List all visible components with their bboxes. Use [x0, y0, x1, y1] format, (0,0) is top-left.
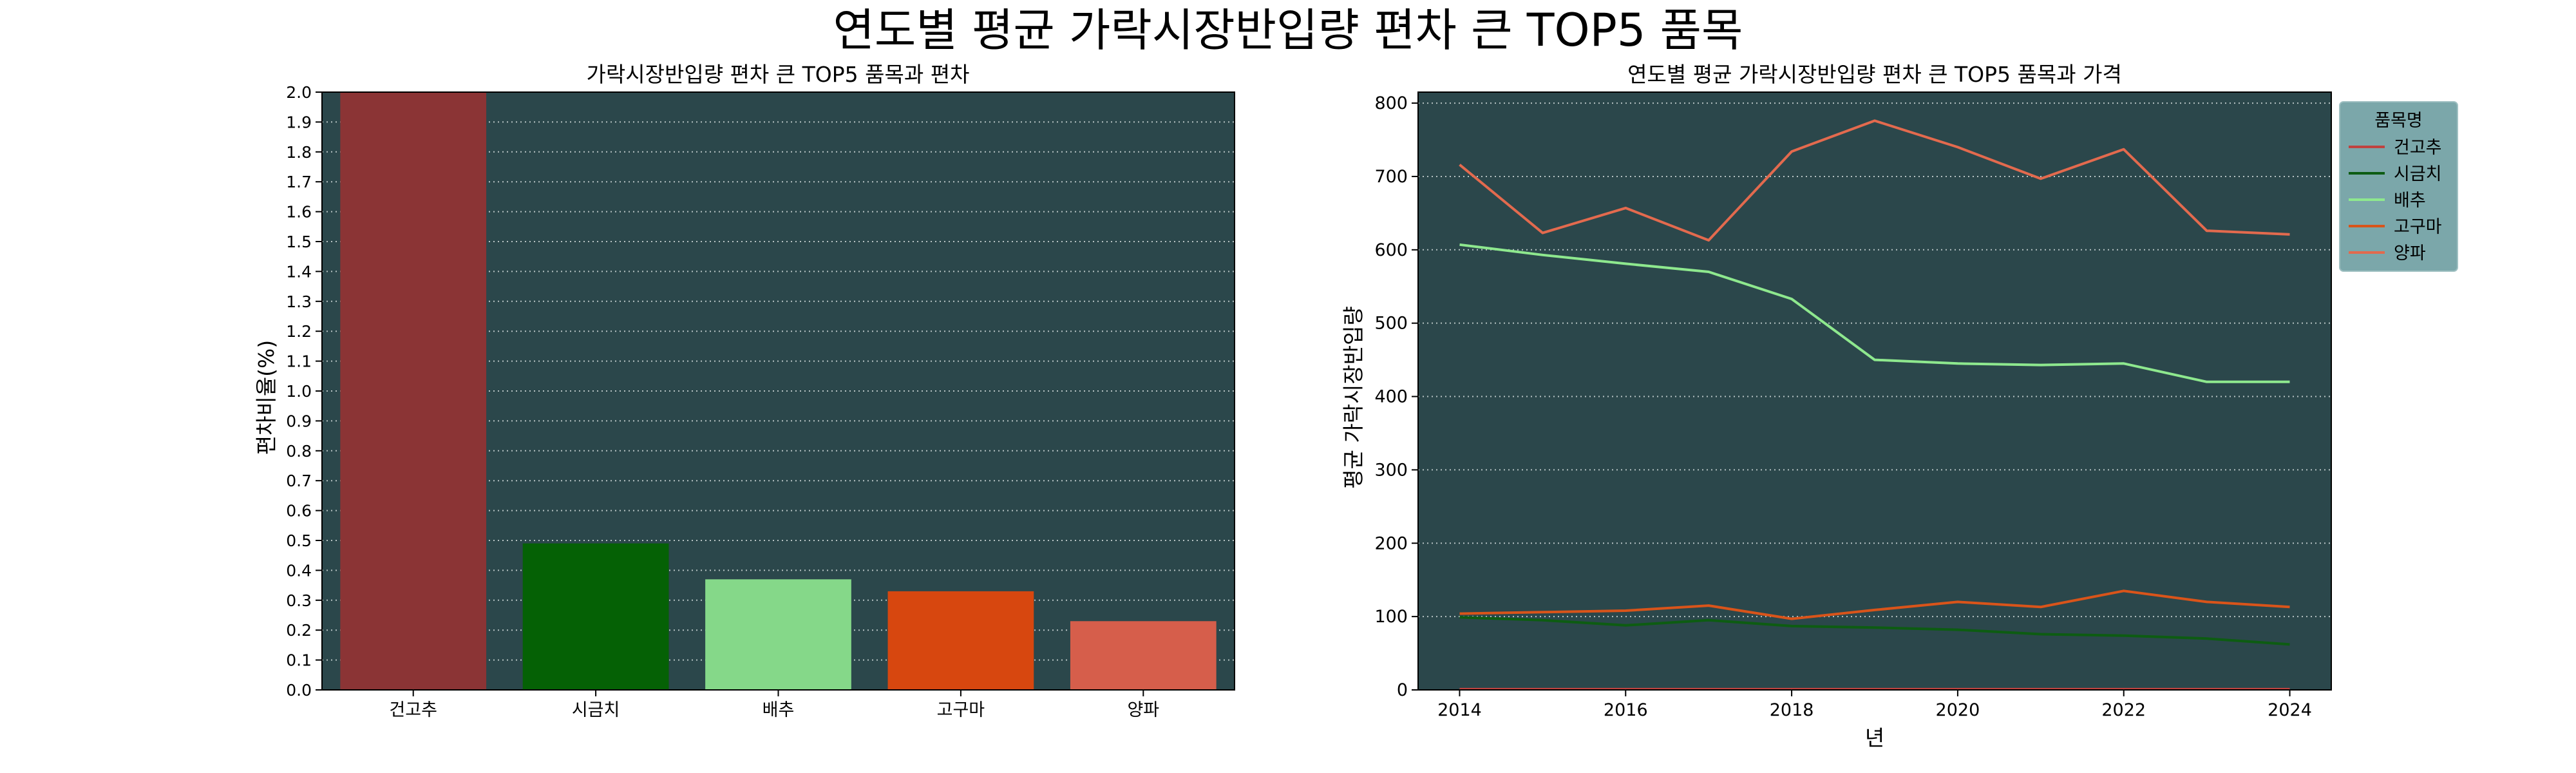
line-chart-ylabel: 평균 가락시장반입량	[1341, 306, 1366, 489]
bar-xtick-label: 양파	[1127, 700, 1159, 720]
line-ytick-label: 300	[1374, 460, 1408, 480]
series-line-시금치	[1459, 616, 2290, 646]
bar-ytick-label: 0.8	[286, 442, 312, 461]
line-xtick-label: 2020	[1936, 700, 1980, 720]
legend-label: 고구마	[2394, 217, 2442, 237]
line-xtick-label: 2014	[1437, 700, 1482, 720]
bar-ytick-label: 1.0	[286, 382, 312, 401]
bar-xtick-label: 배추	[762, 700, 795, 720]
legend-label: 배추	[2394, 191, 2426, 211]
line-xtick-label: 2022	[2101, 700, 2146, 720]
bar-chart-ylabel: 편차비율(%)	[254, 340, 279, 455]
bar-ytick-label: 0.5	[286, 531, 312, 550]
legend-label: 시금치	[2394, 164, 2442, 184]
legend-label: 건고추	[2394, 138, 2442, 158]
series-line-양파	[1459, 119, 2290, 242]
bar-ytick-label: 1.3	[286, 292, 312, 311]
legend-label: 양파	[2394, 243, 2426, 263]
bar-ytick-label: 1.6	[286, 203, 312, 222]
bar-ytick-label: 0.1	[286, 651, 312, 670]
bar-plot-frame	[321, 91, 1235, 691]
line-chart-xlabel: 년	[1865, 725, 1884, 750]
line-ytick-label: 200	[1374, 533, 1408, 553]
bar-ytick-label: 0.2	[286, 621, 312, 640]
line-ytick-label: 600	[1374, 240, 1408, 260]
bar-ytick-label: 2.0	[286, 83, 312, 102]
line-ytick-label: 100	[1374, 607, 1408, 627]
figure-title: 연도별 평균 가락시장반입량 편차 큰 TOP5 품목	[833, 4, 1743, 57]
line-xtick-label: 2018	[1770, 700, 1814, 720]
line-chart-title: 연도별 평균 가락시장반입량 편차 큰 TOP5 품목과 가격	[1627, 62, 2122, 87]
bar-ytick-label: 0.0	[286, 681, 312, 700]
legend-box	[2339, 101, 2458, 272]
line-ytick-label: 500	[1374, 314, 1408, 334]
bar-ytick-label: 1.8	[286, 143, 312, 162]
bar-ytick-label: 1.7	[286, 173, 312, 191]
bar-ytick-label: 1.2	[286, 322, 312, 341]
line-xtick-label: 2024	[2268, 700, 2312, 720]
series-line-고구마	[1459, 589, 2290, 620]
bar-ytick-label: 0.3	[286, 591, 312, 610]
line-ytick-label: 800	[1374, 93, 1408, 113]
series-line-배추	[1459, 243, 2290, 383]
bar-ytick-label: 0.4	[286, 561, 312, 580]
line-ytick-label: 0	[1397, 680, 1408, 700]
bar-ytick-label: 0.9	[286, 412, 312, 430]
bar-ytick-label: 0.7	[286, 472, 312, 490]
bar	[340, 92, 487, 690]
bar-ytick-label: 1.4	[286, 262, 312, 281]
bar	[887, 591, 1034, 690]
legend-title: 품목명	[2374, 111, 2423, 131]
line-plot-area	[1418, 92, 2331, 690]
bar-ytick-label: 0.6	[286, 502, 312, 520]
bar	[1070, 621, 1217, 690]
bar	[705, 579, 851, 690]
bar-xtick-label: 시금치	[572, 700, 620, 720]
line-ytick-label: 700	[1374, 167, 1408, 187]
bar-ytick-label: 1.1	[286, 352, 312, 371]
line-ytick-label: 400	[1374, 387, 1408, 407]
bar-xtick-label: 고구마	[937, 700, 985, 720]
bar-ytick-label: 1.5	[286, 233, 312, 251]
bar-ytick-label: 1.9	[286, 113, 312, 131]
line-xtick-label: 2016	[1604, 700, 1648, 720]
bar	[522, 543, 669, 690]
bar-chart-title: 가락시장반입량 편차 큰 TOP5 품목과 편차	[587, 62, 970, 87]
line-plot-frame	[1417, 91, 2332, 691]
bar-xtick-label: 건고추	[389, 700, 437, 720]
